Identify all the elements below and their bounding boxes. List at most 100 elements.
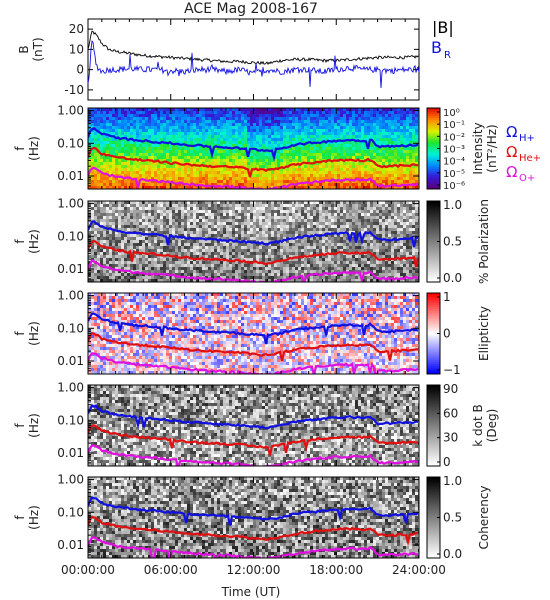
freq-ylabel-unit: (Hz) xyxy=(27,229,41,254)
colorbar-tick-label: 10⁰ xyxy=(443,108,460,119)
gyro-legend-symbol: Ω xyxy=(506,123,517,141)
mag-ytick-label: 20 xyxy=(69,22,84,36)
colorbar-tick-label: 10⁻¹ xyxy=(443,120,465,131)
colorbar-label: Ellipticity xyxy=(477,306,491,361)
mag-panel-frame xyxy=(87,18,420,101)
colorbar-tick-label: 0 xyxy=(443,327,451,341)
legend-bradial-sub: R xyxy=(444,50,451,61)
mag-series-bradial xyxy=(87,40,420,89)
freq-tick-label: 0.01 xyxy=(57,354,84,368)
freq-tick-label: 1.00 xyxy=(57,473,84,487)
freq-tick-label: 0.01 xyxy=(57,538,84,552)
colorbar-tick-label: 90 xyxy=(443,382,458,396)
time-tick-label: 06:00:00 xyxy=(144,563,198,577)
freq-tick-label: 0.10 xyxy=(57,136,84,150)
freq-ylabel: f xyxy=(13,239,27,244)
colorbar-tick-label: 10⁻⁴ xyxy=(443,157,465,168)
freq-ylabel: f xyxy=(13,515,27,520)
gyro-line-he xyxy=(88,146,419,178)
time-tick-label: 18:00:00 xyxy=(309,563,363,577)
spectrogram-panel-ellipticity: 1.00 0.10 0.01 f (Hz) 1 0 −1 Ellipticity xyxy=(13,289,491,377)
colorbar-tick-label: 10⁻² xyxy=(443,132,465,143)
gyro-line-he xyxy=(88,331,418,362)
colorbar-coherency: 1.0 0.5 0.0 Coherency xyxy=(426,474,491,561)
colorbar-unit: (nT²/Hz) xyxy=(485,124,499,172)
gyro-line-h xyxy=(88,126,419,162)
x-axis-label: Time (UT) xyxy=(221,585,281,599)
spectrogram-image-polarization xyxy=(88,201,419,282)
mag-ytick-label: 10 xyxy=(69,42,84,56)
chart-title: ACE Mag 2008-167 xyxy=(184,1,318,17)
colorbar-tick-label: 10⁻⁶ xyxy=(443,181,465,192)
freq-tick-label: 0.01 xyxy=(57,262,84,276)
colorbar-label: % Polarization xyxy=(477,199,491,284)
freq-tick-label: 0.10 xyxy=(57,413,84,427)
colorbar-tick-label: 10⁻³ xyxy=(443,145,465,156)
gyro-line-he xyxy=(88,515,419,547)
spectrogram-panel-coherency: 1.00 0.10 0.01 f (Hz) 1.0 0.5 0.0 Coherency xyxy=(13,473,491,561)
gyro-line-he xyxy=(88,239,419,268)
colorbar-tick-label: 1.0 xyxy=(443,198,462,212)
colorbar-ellipticity: 1 0 −1 Ellipticity xyxy=(426,290,491,377)
gyro-line-h xyxy=(88,403,419,430)
colorbar-tick-label: 0.0 xyxy=(443,547,462,561)
time-tick-label: 12:00:00 xyxy=(227,563,281,577)
freq-tick-label: 0.10 xyxy=(57,505,84,519)
colorbar-tick-label: 0 xyxy=(443,455,451,469)
freq-ylabel-unit: (Hz) xyxy=(27,413,41,438)
gyro-legend-symbol: Ω xyxy=(506,143,517,161)
freq-ylabel: f xyxy=(13,146,27,151)
freq-tick-label: 0.10 xyxy=(57,229,84,243)
colorbar-kdotb: 90 60 30 0 k dot B (Deg) xyxy=(426,382,499,469)
gyro-legend-sub: O+ xyxy=(519,173,535,184)
colorbar-label: k dot B xyxy=(471,404,485,446)
mag-ylabel: B xyxy=(17,45,31,53)
spectrogram-panel-kdotb: 1.00 0.10 0.01 f (Hz) 90 60 30 0 k dot B (Deg) xyxy=(13,381,499,469)
colorbar-label: Coherency xyxy=(477,485,491,549)
spectrogram-panel-polarization: 1.00 0.10 0.01 f (Hz) 1.0 0.5 0.0 % Polarization xyxy=(13,197,491,285)
freq-tick-label: 1.00 xyxy=(57,104,84,118)
colorbar-tick-label: 10⁻⁵ xyxy=(443,169,465,180)
freq-ylabel-unit: (Hz) xyxy=(27,136,41,161)
legend-bradial: B xyxy=(431,38,442,57)
colorbar-tick-label: 1 xyxy=(443,290,451,304)
gyro-legend-sub: He+ xyxy=(519,153,541,164)
time-tick-label: 00:00:00 xyxy=(61,563,115,577)
spectrogram-image-coherency xyxy=(88,477,419,558)
colorbar-unit: (Deg) xyxy=(485,409,499,443)
gyro-line-he xyxy=(88,424,419,456)
legend-btotal: |B| xyxy=(432,18,454,37)
gyro-line-h xyxy=(88,220,419,248)
freq-ylabel: f xyxy=(13,331,27,336)
colorbar-tick-label: −1 xyxy=(443,363,461,377)
colorbar-polarization: 1.0 0.5 0.0 % Polarization xyxy=(426,198,491,285)
colorbar-tick-label: 60 xyxy=(443,406,458,420)
gyro-legend-symbol: Ω xyxy=(506,163,517,181)
freq-tick-label: 0.01 xyxy=(57,169,84,183)
gyro-line-h xyxy=(88,495,419,526)
mag-ytick-label: -10 xyxy=(64,83,84,97)
freq-tick-label: 1.00 xyxy=(57,197,84,211)
freq-tick-label: 0.01 xyxy=(57,446,84,460)
freq-ylabel-unit: (Hz) xyxy=(27,505,41,530)
colorbar-label: Intensity xyxy=(471,122,485,174)
colorbar-tick-label: 0.0 xyxy=(443,271,462,285)
colorbar-tick-label: 0.5 xyxy=(443,235,462,249)
freq-tick-label: 1.00 xyxy=(57,381,84,395)
freq-ylabel-unit: (Hz) xyxy=(27,321,41,346)
gyro-line-o xyxy=(88,352,419,374)
colorbar-frame xyxy=(426,384,441,467)
time-tick-label: 24:00:00 xyxy=(392,563,446,577)
freq-tick-label: 1.00 xyxy=(57,289,84,303)
mag-ytick-label: 0 xyxy=(76,63,84,77)
gyro-legend-sub: H+ xyxy=(519,133,535,144)
gyro-line-h xyxy=(88,312,419,345)
freq-tick-label: 0.10 xyxy=(57,321,84,335)
freq-ylabel: f xyxy=(13,423,27,428)
mag-series-btotal xyxy=(87,30,420,66)
colorbar-tick-label: 1.0 xyxy=(443,474,462,488)
